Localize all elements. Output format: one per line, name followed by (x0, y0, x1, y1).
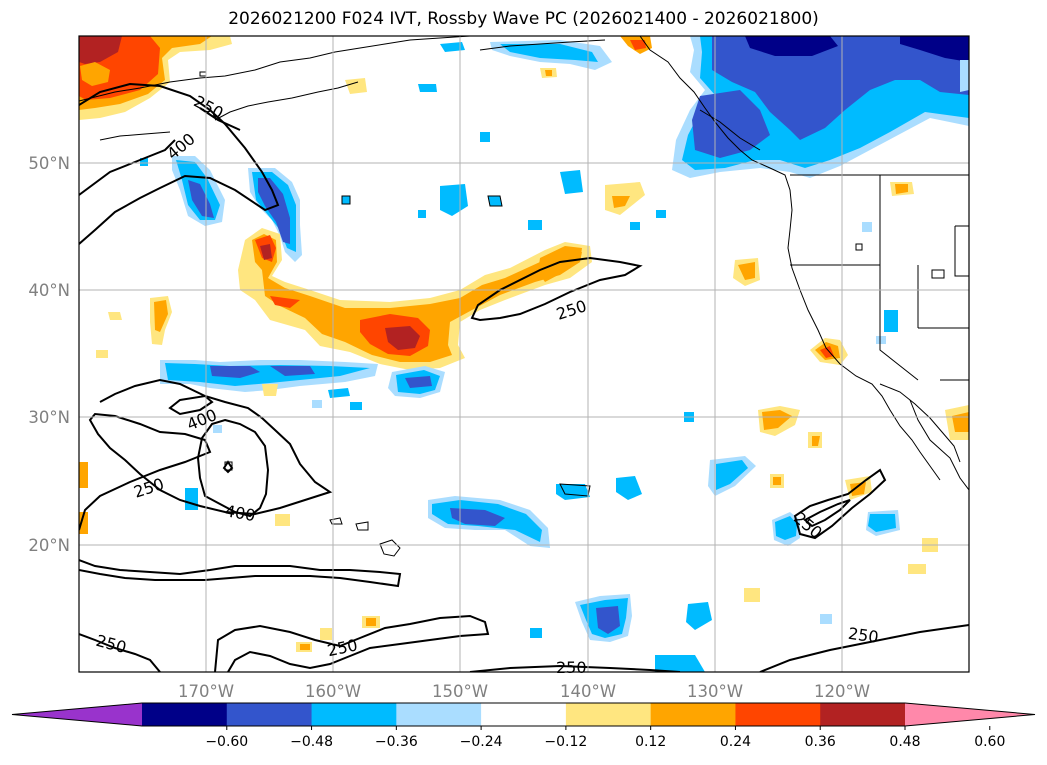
colorbar-tick-label: 0.48 (889, 734, 920, 750)
map-border (78, 35, 970, 673)
colorbar-segment (481, 703, 567, 726)
colorbar-segment (650, 703, 736, 726)
ivt-contours (79, 82, 969, 672)
colorbar-segment (396, 703, 482, 726)
colorbar-segment (565, 703, 652, 726)
lat-label-50n: 50°N (28, 154, 70, 173)
longitude-axis: 170°W 160°W 150°W 140°W 130°W 120°W (178, 682, 870, 701)
lat-label-20n: 20°N (28, 536, 70, 555)
colorbar-segment (142, 703, 228, 726)
colorbar-extend-low (12, 703, 142, 726)
latitude-axis: 50°N 40°N 30°N 20°N (28, 154, 70, 555)
lon-label-160w: 160°W (305, 682, 361, 701)
coastlines (79, 36, 969, 557)
contour-label: 250 (847, 624, 880, 647)
colorbar-segment (226, 703, 313, 726)
colorbar-tick-label: 0.60 (974, 734, 1005, 750)
shaded-field (79, 36, 969, 672)
lat-label-30n: 30°N (28, 408, 70, 427)
lat-label-40n: 40°N (28, 281, 70, 300)
colorbar-segment (735, 703, 821, 726)
lon-label-170w: 170°W (178, 682, 234, 701)
colorbar-tick-label: −0.60 (205, 734, 248, 750)
colorbar-tick-label: −0.48 (290, 734, 333, 750)
colorbar-segment (311, 703, 397, 726)
lon-label-140w: 140°W (560, 682, 616, 701)
contour-label: 250 (556, 658, 587, 677)
colorbar-tick-label: −0.12 (544, 734, 587, 750)
lon-label-130w: 130°W (687, 682, 743, 701)
colorbar-tick-label: −0.36 (375, 734, 418, 750)
map-title: 2026021200 F024 IVT, Rossby Wave PC (202… (228, 9, 819, 29)
lon-label-150w: 150°W (432, 682, 488, 701)
colorbar-tick-label: 0.24 (720, 734, 751, 750)
colorbar-tick-label: −0.24 (460, 734, 503, 750)
colorbar: −0.60 −0.48 −0.36 −0.24 −0.12 0.12 0.24 0.36 0.4… (11, 702, 1036, 750)
colorbar-tick-label: 0.12 (635, 734, 666, 750)
colorbar-tick-label: 0.36 (805, 734, 836, 750)
lon-label-120w: 120°W (814, 682, 870, 701)
colorbar-extend-high (905, 703, 1035, 726)
colorbar-segment (820, 703, 906, 726)
colorbar-outline (11, 702, 1036, 727)
gridlines (79, 36, 969, 672)
